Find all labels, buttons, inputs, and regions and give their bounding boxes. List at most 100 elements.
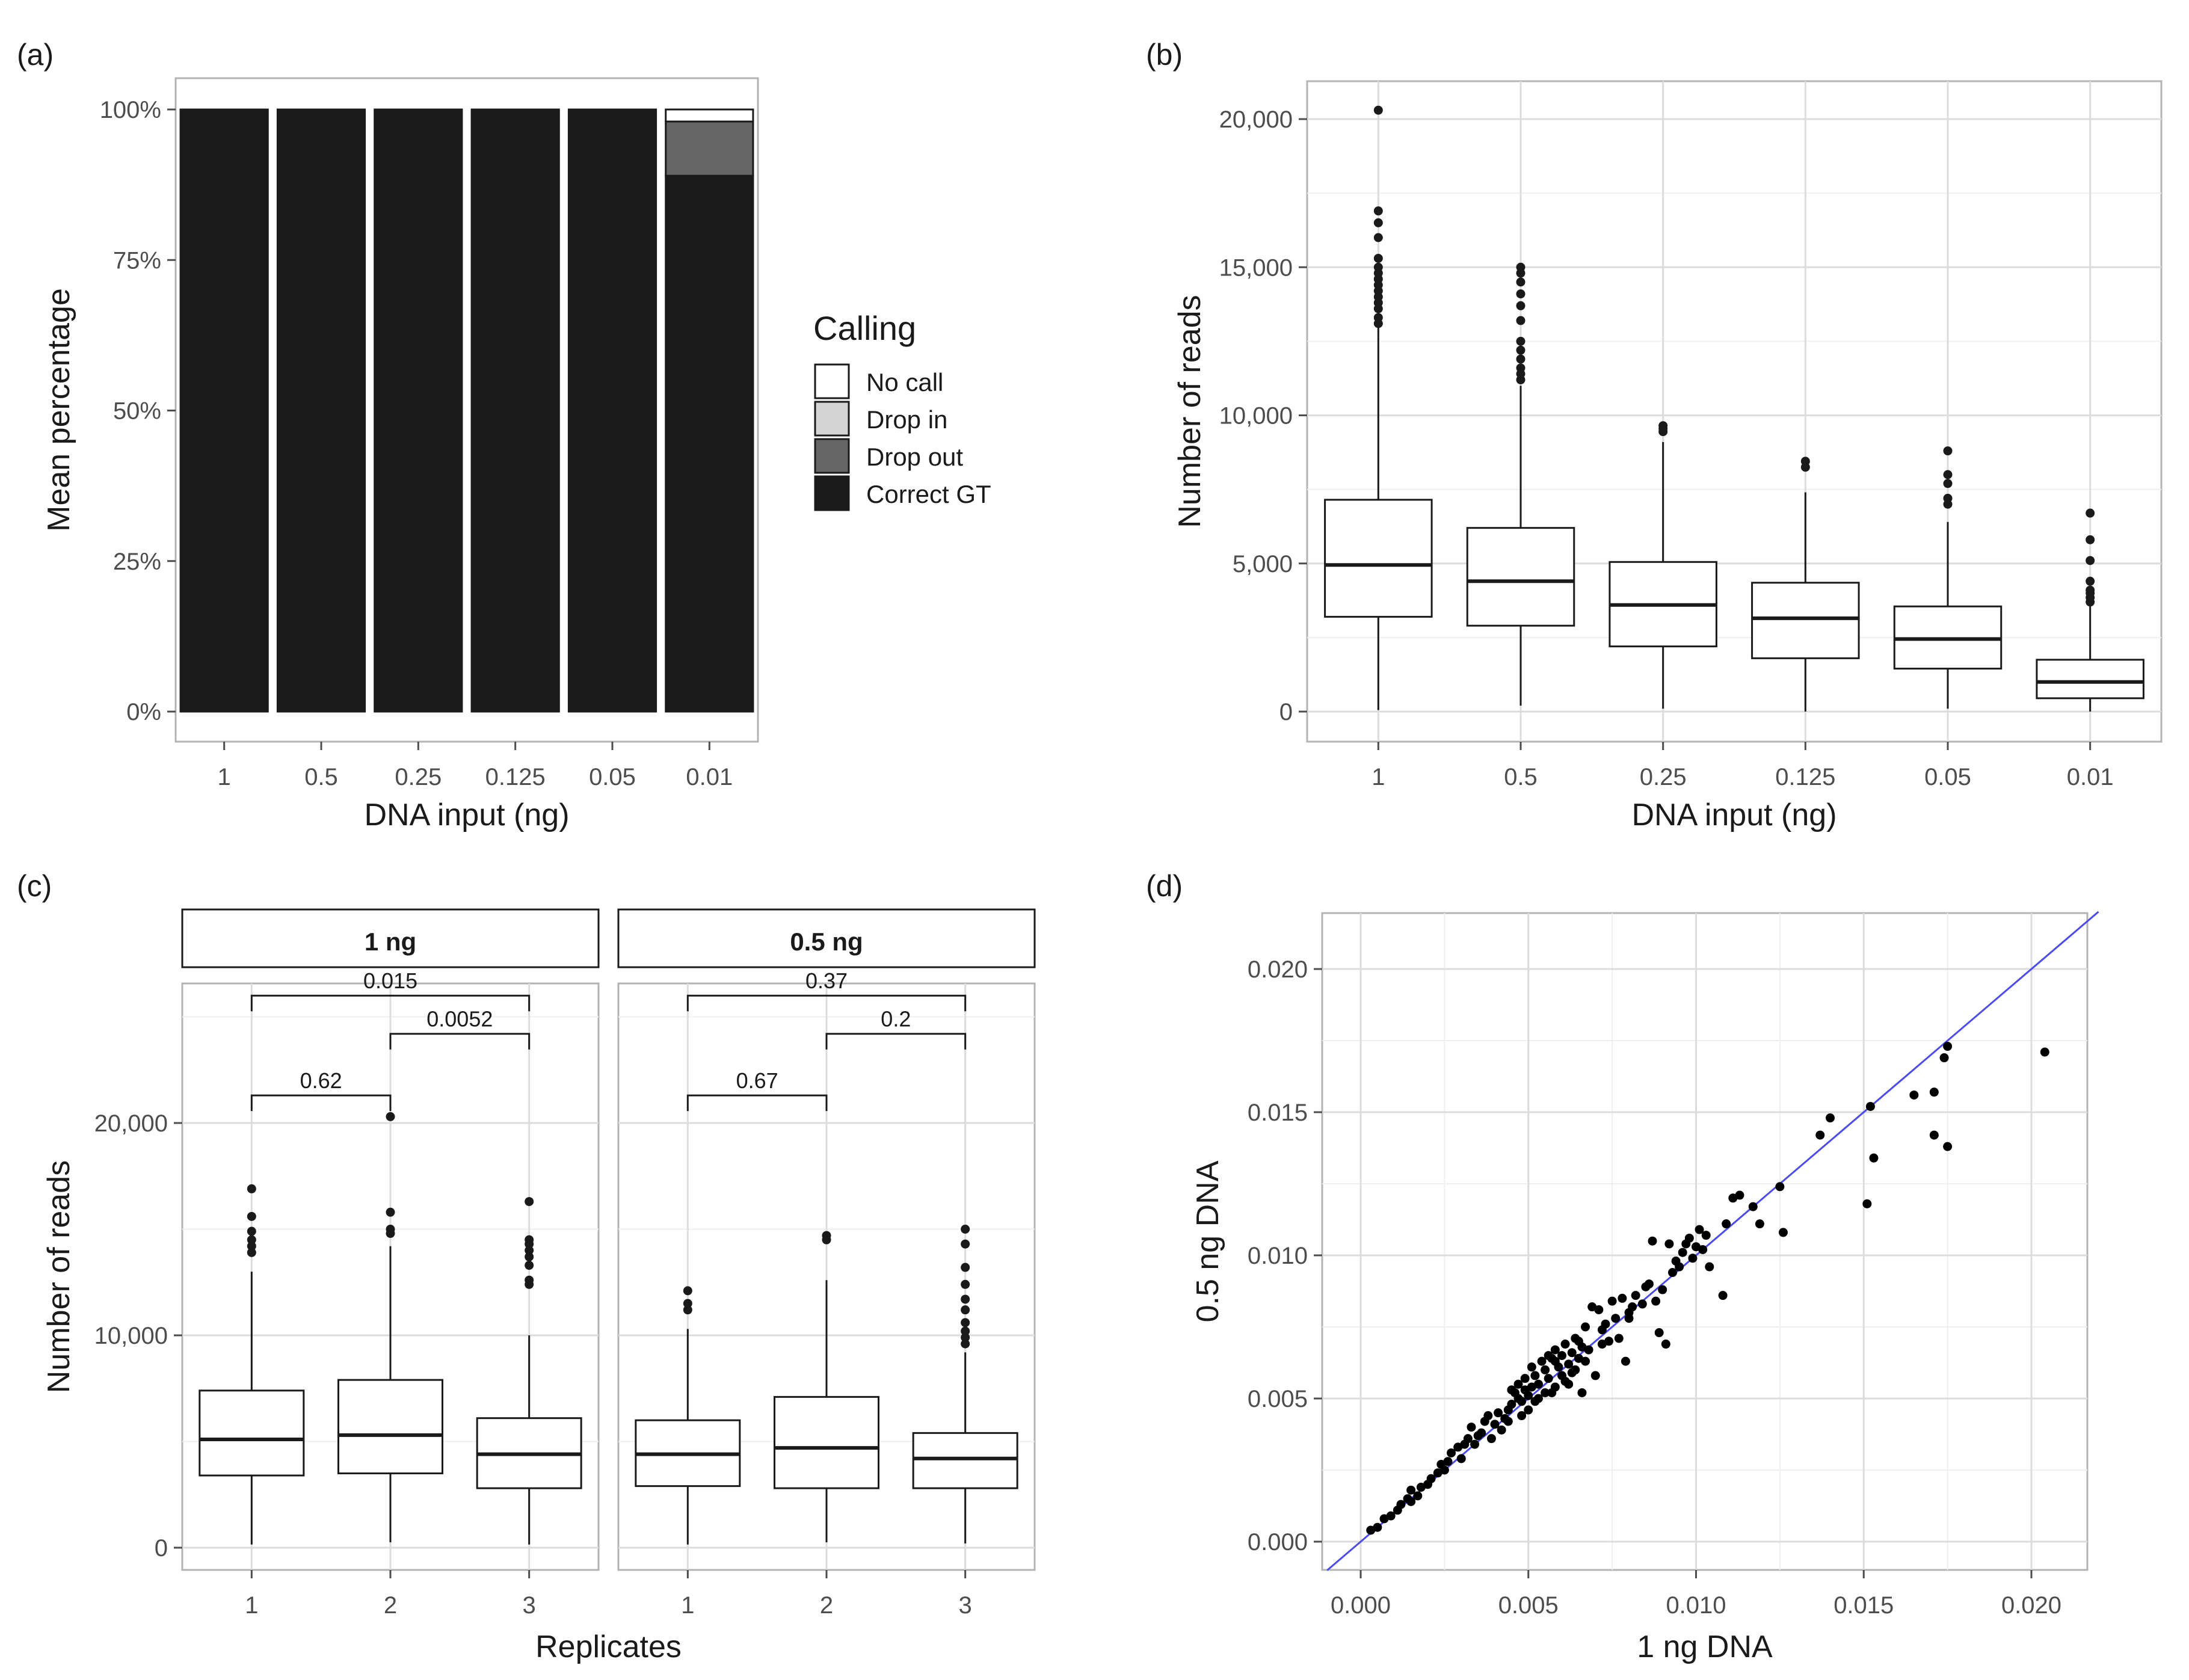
legend-label: Correct GT [866, 480, 991, 508]
y-tick-label: 50% [113, 398, 161, 425]
y-tick-label: 0.020 [1248, 956, 1308, 983]
scatter-point [1524, 1405, 1533, 1415]
outlier-point [2086, 535, 2095, 544]
scatter-point [1547, 1388, 1557, 1397]
scatter-point [1533, 1379, 1543, 1389]
scatter-point [1447, 1448, 1456, 1457]
scatter-point [1611, 1314, 1621, 1323]
comparison-bracket [389, 1033, 531, 1050]
x-tick-label: 1 [245, 1592, 258, 1619]
scatter-point [1560, 1376, 1570, 1386]
outlier-point [247, 1184, 256, 1193]
scatter-point [1524, 1391, 1533, 1400]
scatter-point [1541, 1388, 1550, 1397]
x-tick-label: 0.125 [1775, 764, 1835, 790]
outlier-point [247, 1242, 256, 1251]
legend-label: Drop out [866, 443, 963, 471]
scatter-point [1527, 1362, 1536, 1372]
outlier-point [2086, 585, 2095, 595]
scatter-point [1503, 1417, 1513, 1426]
scatter-point [1618, 1293, 1627, 1303]
scatter-point [1826, 1113, 1835, 1123]
legend-key [814, 363, 850, 399]
x-tick-label: 3 [959, 1592, 972, 1619]
x-tick-label: 0.000 [1331, 1592, 1391, 1619]
scatter-point [1477, 1428, 1486, 1438]
outlier-point [1516, 262, 1526, 272]
scatter-point [1661, 1340, 1670, 1349]
x-axis-title: Replicates [535, 1629, 682, 1664]
y-tick-label: 0 [1279, 699, 1293, 725]
outlier-point [961, 1294, 970, 1304]
scatter-point [1637, 1299, 1647, 1309]
y-axis-title: Mean percentage [42, 288, 76, 532]
panel-label: (a) [17, 38, 54, 72]
scatter-point [1644, 1279, 1654, 1289]
outlier-point [1516, 363, 1526, 373]
scatter-point [1513, 1379, 1523, 1389]
x-tick-label: 0.010 [1666, 1592, 1726, 1619]
box-iqr [199, 1389, 305, 1477]
bar-no-call [665, 108, 754, 123]
scatter-point [1718, 1291, 1728, 1300]
p-value-label: 0.015 [363, 968, 417, 993]
outlier-point [1943, 479, 1953, 488]
box-iqr [337, 1379, 443, 1474]
x-tick-label: 1 [218, 764, 231, 790]
y-tick-label: 75% [113, 247, 161, 274]
outlier-point [1516, 316, 1526, 325]
scatter-point [1705, 1262, 1714, 1272]
bar-correct-gt [276, 108, 366, 713]
box-iqr [1324, 499, 1433, 618]
scatter-point [1530, 1371, 1540, 1380]
x-tick-label: 2 [384, 1592, 397, 1619]
x-tick-label: 0.015 [1833, 1592, 1894, 1619]
outlier-point [1373, 313, 1383, 322]
x-tick-label: 0.01 [2067, 764, 2114, 790]
comparison-bracket [250, 1094, 392, 1112]
facet-title: 0.5 ng [790, 928, 863, 956]
scatter-point [1456, 1454, 1466, 1463]
bar-correct-gt [665, 174, 754, 713]
scatter-point [1560, 1340, 1570, 1349]
scatter-point [1517, 1411, 1527, 1421]
scatter-point [1567, 1368, 1577, 1377]
scatter-point [1869, 1153, 1879, 1163]
scatter-point [1590, 1371, 1600, 1380]
scatter-point [1581, 1322, 1590, 1332]
comparison-bracket [686, 994, 967, 1012]
p-value-label: 0.37 [805, 968, 848, 993]
outlier-point [386, 1207, 395, 1217]
scatter-point [1507, 1400, 1516, 1409]
scatter-point [1909, 1090, 1919, 1100]
y-tick-label: 100% [100, 97, 161, 123]
outlier-point [2086, 508, 2095, 518]
y-tick-label: 0.000 [1248, 1529, 1308, 1555]
x-tick-label: 0.5 [304, 764, 338, 790]
bar-correct-gt [567, 108, 657, 713]
scatter-point [1594, 1305, 1604, 1314]
outlier-point [247, 1211, 256, 1221]
outlier-point [1800, 457, 1810, 466]
scatter-point [1584, 1345, 1593, 1355]
scatter-point [1735, 1190, 1744, 1200]
legend-key [814, 438, 850, 474]
outlier-point [247, 1226, 256, 1236]
scatter-point [1406, 1497, 1416, 1506]
outlier-point [1516, 345, 1526, 355]
scatter-point [1939, 1053, 1949, 1063]
scatter-point [1581, 1356, 1590, 1366]
scatter-point [1667, 1268, 1677, 1278]
outlier-point [1658, 421, 1668, 431]
outlier-point [2086, 576, 2095, 586]
outlier-point [525, 1197, 534, 1207]
scatter-point [1463, 1434, 1473, 1444]
outlier-point [247, 1235, 256, 1245]
plot-panel-b [1306, 80, 2163, 743]
scatter-point [2040, 1047, 2049, 1057]
panel-label: (d) [1146, 869, 1183, 903]
comparison-bracket [825, 1033, 967, 1050]
x-tick-label: 0.01 [686, 764, 733, 790]
facet-strip [617, 908, 1036, 968]
y-tick-label: 20,000 [94, 1110, 168, 1137]
